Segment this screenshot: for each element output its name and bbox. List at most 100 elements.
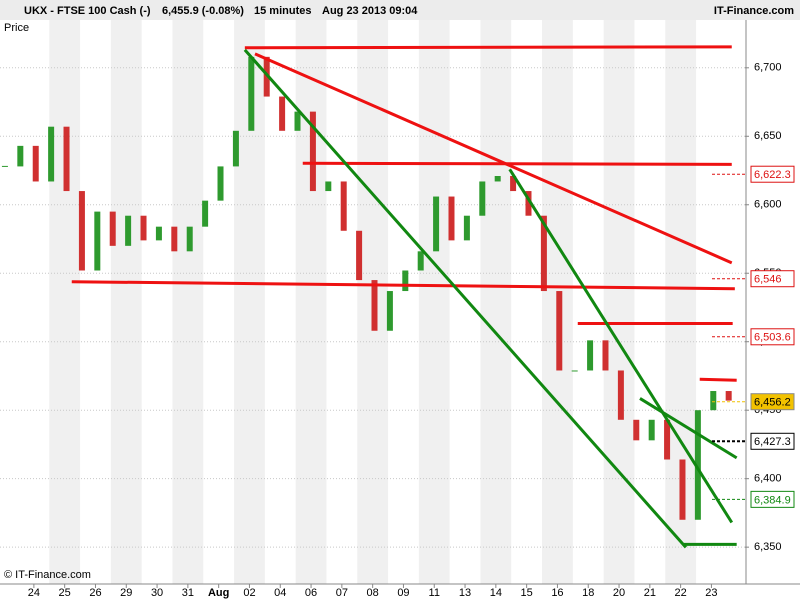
x-tick-label: 04 [274, 587, 286, 599]
level-label: 6,427.3 [754, 436, 791, 448]
candle [78, 191, 85, 271]
candle [417, 251, 424, 271]
candle [109, 211, 116, 246]
candle [202, 200, 209, 227]
candle [17, 145, 24, 167]
x-tick-label: 15 [521, 587, 533, 599]
candle [340, 181, 347, 231]
candle [217, 166, 224, 201]
candle [725, 391, 732, 401]
trendline [243, 48, 687, 549]
level-label: 6,384.9 [754, 494, 791, 506]
level-label: 6,622.3 [754, 169, 791, 181]
credit: © IT-Finance.com [4, 569, 91, 581]
x-tick-label: 25 [59, 587, 71, 599]
candle [1, 165, 8, 167]
x-tick-label: 23 [705, 587, 717, 599]
day-band [295, 20, 327, 584]
candle [679, 459, 686, 520]
candle [448, 196, 455, 241]
candle [309, 111, 316, 192]
candle [525, 191, 532, 216]
interval: 15 minutes [254, 5, 311, 17]
trendline [508, 168, 734, 524]
candle [479, 181, 486, 216]
day-band [418, 20, 450, 584]
x-tick-label: 29 [120, 587, 132, 599]
candle [633, 419, 640, 441]
candle [32, 145, 39, 182]
candle [232, 130, 239, 167]
x-tick-label: 20 [613, 587, 625, 599]
candle [140, 215, 147, 241]
day-band [172, 20, 204, 584]
x-tick-label: 11 [429, 587, 440, 599]
day-band [110, 20, 142, 584]
candle [402, 270, 409, 292]
x-tick-label: 16 [551, 587, 563, 599]
trendline [302, 161, 732, 166]
x-tick-label: 08 [367, 587, 379, 599]
level-label: 6,503.6 [754, 332, 791, 344]
candle [155, 226, 162, 241]
candle [540, 215, 547, 292]
candle [248, 56, 255, 131]
x-tick-label: 30 [151, 587, 163, 599]
symbol: UKX - FTSE 100 Cash (-) [24, 5, 151, 17]
candle [710, 391, 717, 411]
candle [48, 126, 55, 182]
candle [356, 230, 363, 281]
x-tick-label: 18 [582, 587, 594, 599]
candle [463, 215, 470, 241]
x-tick-label: 26 [89, 587, 101, 599]
candle [587, 340, 594, 371]
day-band [603, 20, 635, 584]
x-tick-label: 07 [336, 587, 348, 599]
candle [371, 280, 378, 331]
trendline [639, 397, 738, 460]
candle [617, 370, 624, 420]
candle [648, 419, 655, 441]
x-tick-label: 22 [675, 587, 687, 599]
candle [325, 181, 332, 192]
y-axis-label: Price [4, 22, 29, 34]
candle [664, 419, 671, 460]
x-tick-label: 09 [397, 587, 409, 599]
level-box [750, 270, 795, 288]
trendline [71, 280, 735, 291]
candle [510, 175, 517, 192]
level-box [750, 393, 795, 411]
y-tick-label: 6,600 [754, 199, 782, 211]
level-label: 6,546 [754, 274, 782, 286]
x-tick-label: 02 [243, 587, 255, 599]
candle [694, 410, 701, 520]
candle [279, 96, 286, 131]
header-bar [0, 0, 800, 20]
candle [294, 111, 301, 131]
y-tick-label: 6,400 [754, 473, 782, 485]
last-price: 6,455.9 (-0.08%) [162, 5, 244, 17]
candle [94, 211, 101, 271]
level-label: 6,456.2 [754, 397, 791, 409]
y-tick-label: 6,650 [754, 130, 782, 142]
candle [63, 126, 70, 192]
candle [433, 196, 440, 252]
candle [602, 340, 609, 371]
source: IT-Finance.com [714, 5, 794, 17]
datetime: Aug 23 2013 09:04 [322, 5, 418, 17]
level-box [750, 165, 795, 183]
candle [125, 215, 132, 246]
candle [494, 175, 501, 182]
x-tick-label: 21 [644, 587, 656, 599]
x-tick-label: Aug [208, 587, 229, 599]
x-tick-label: 24 [28, 587, 40, 599]
candle [171, 226, 178, 252]
x-tick-label: 06 [305, 587, 317, 599]
candle [556, 291, 563, 371]
level-box [750, 328, 795, 346]
trendline [244, 45, 732, 50]
y-tick-label: 6,350 [754, 541, 782, 553]
candle [186, 226, 193, 252]
trendline [254, 52, 733, 265]
